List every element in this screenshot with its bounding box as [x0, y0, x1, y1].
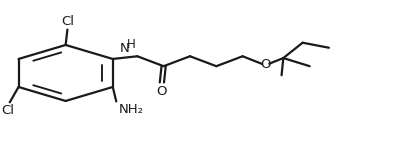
Text: O: O	[157, 85, 167, 98]
Text: H: H	[127, 38, 135, 51]
Text: O: O	[261, 58, 271, 71]
Text: Cl: Cl	[62, 15, 74, 28]
Text: N: N	[120, 42, 130, 55]
Text: Cl: Cl	[2, 104, 14, 117]
Text: NH₂: NH₂	[119, 103, 144, 116]
